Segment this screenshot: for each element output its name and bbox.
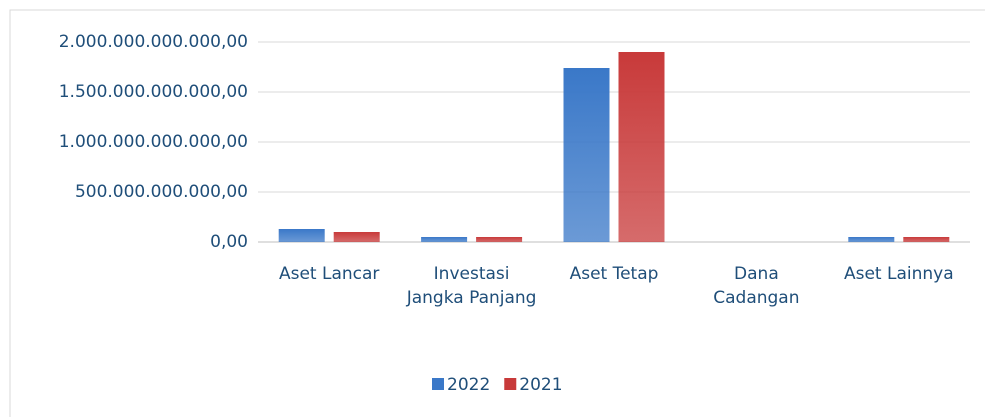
bar <box>848 237 895 242</box>
chart-border <box>9 9 985 417</box>
bar <box>278 229 325 242</box>
bar <box>618 52 665 242</box>
bar <box>476 237 523 242</box>
legend-label: 2021 <box>519 375 562 395</box>
x-tick-label: Aset Lainnya <box>843 264 954 284</box>
legend-swatch <box>432 378 444 390</box>
bar <box>563 68 610 242</box>
y-tick-label: 1.500.000.000.000,00 <box>59 82 248 102</box>
x-tick-label: Aset Lancar <box>278 264 380 284</box>
bar <box>421 237 468 242</box>
legend-swatch <box>504 378 517 390</box>
legend-label: 2022 <box>447 375 490 395</box>
y-tick-label: 500.000.000.000,00 <box>75 182 248 202</box>
bar <box>333 232 380 242</box>
y-tick-label: 2.000.000.000.000,00 <box>59 32 248 52</box>
x-tick-label: Aset Tetap <box>569 264 659 284</box>
y-tick-label: 0,00 <box>210 232 248 252</box>
x-tick-label: Investasi Jangka Panjang <box>406 264 537 308</box>
bar <box>903 237 950 242</box>
x-tick-label: Dana Cadangan <box>713 264 800 308</box>
y-tick-label: 1.000.000.000.000,00 <box>59 132 248 152</box>
